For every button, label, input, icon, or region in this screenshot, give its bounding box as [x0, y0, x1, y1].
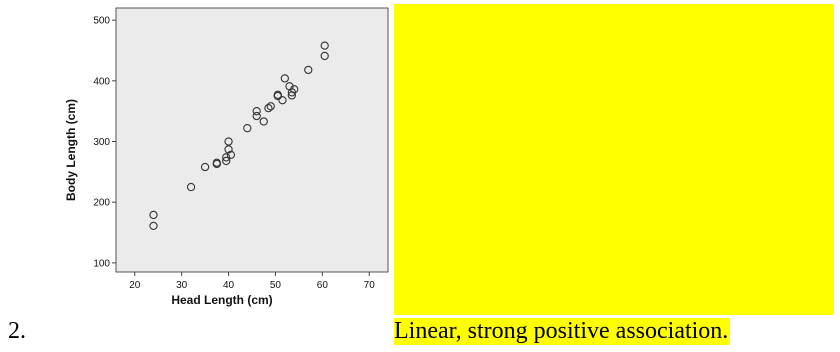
y-tick-label: 500 — [93, 16, 110, 27]
data-point — [252, 111, 261, 121]
plot-area — [115, 7, 389, 273]
answer-text: Linear, strong positive association. — [394, 318, 731, 345]
scatter-chart: 20 30 40 50 60 70 100 200 300 400 500 Head Length … — [64, 7, 389, 307]
data-point — [224, 137, 233, 146]
data-point — [149, 221, 158, 231]
data-point — [290, 85, 299, 94]
data-point — [200, 162, 210, 172]
data-point — [149, 210, 158, 220]
data-point — [243, 124, 252, 133]
data-points — [149, 41, 329, 231]
y-tick-label: 300 — [93, 137, 110, 148]
y-tick-label: 100 — [93, 258, 110, 269]
x-tick-label: 70 — [364, 280, 376, 291]
data-point — [280, 74, 289, 83]
answer-line: Linear, strong positive association. — [394, 318, 731, 345]
data-point — [186, 182, 196, 192]
data-point — [320, 41, 329, 50]
data-point — [212, 158, 221, 167]
data-point — [266, 102, 275, 111]
data-point — [224, 145, 233, 154]
data-point — [264, 103, 273, 113]
data-point — [278, 96, 287, 105]
x-axis-label: Head Length (cm) — [171, 293, 272, 307]
data-point — [273, 91, 282, 101]
x-tick-label: 20 — [129, 280, 141, 291]
data-point — [304, 65, 313, 75]
x-tick-label: 40 — [223, 280, 235, 291]
y-tick-label: 400 — [93, 76, 110, 87]
data-point — [252, 107, 261, 116]
data-point — [320, 51, 329, 61]
data-point — [259, 117, 268, 126]
axis-ticks: 20 30 40 50 60 70 100 200 300 400 500 — [93, 16, 375, 291]
item-number: 2. — [8, 318, 26, 344]
answer-highlight — [394, 4, 834, 315]
x-tick-label: 60 — [317, 280, 329, 291]
x-tick-label: 50 — [270, 280, 282, 291]
data-point — [222, 156, 231, 166]
y-axis-label: Body Length (cm) — [64, 99, 78, 201]
data-point — [222, 153, 231, 162]
y-tick-label: 200 — [93, 198, 110, 209]
data-point — [226, 150, 236, 160]
x-tick-label: 30 — [176, 280, 188, 291]
